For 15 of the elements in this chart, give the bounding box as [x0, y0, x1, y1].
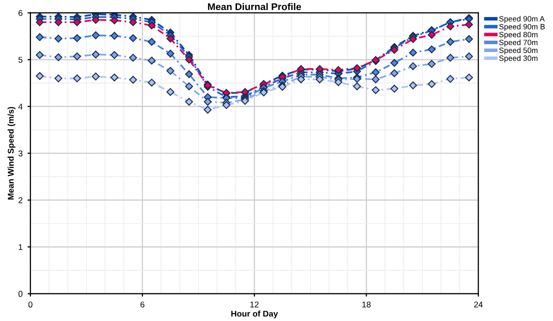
y-tick-label: 5 — [18, 56, 22, 63]
y-tick-label: 2 — [18, 197, 22, 204]
y-axis-title: Mean Wind Speed (m/s) — [8, 106, 16, 200]
x-tick-label: 6 — [140, 302, 144, 308]
x-tick-label: 12 — [250, 302, 259, 308]
x-tick-label: 18 — [362, 302, 371, 308]
x-tick-label: 24 — [474, 302, 483, 308]
y-tick-label: 1 — [18, 244, 22, 250]
y-tick-label: 4 — [18, 104, 23, 110]
x-tick-label: 0 — [28, 302, 32, 308]
x-axis-title: Hour of Day — [231, 310, 278, 318]
y-tick-label: 0 — [18, 290, 22, 297]
y-tick-label: 6 — [18, 10, 22, 16]
y-tick-label: 3 — [18, 150, 22, 156]
chart-title: Mean Diurnal Profile — [208, 3, 302, 10]
